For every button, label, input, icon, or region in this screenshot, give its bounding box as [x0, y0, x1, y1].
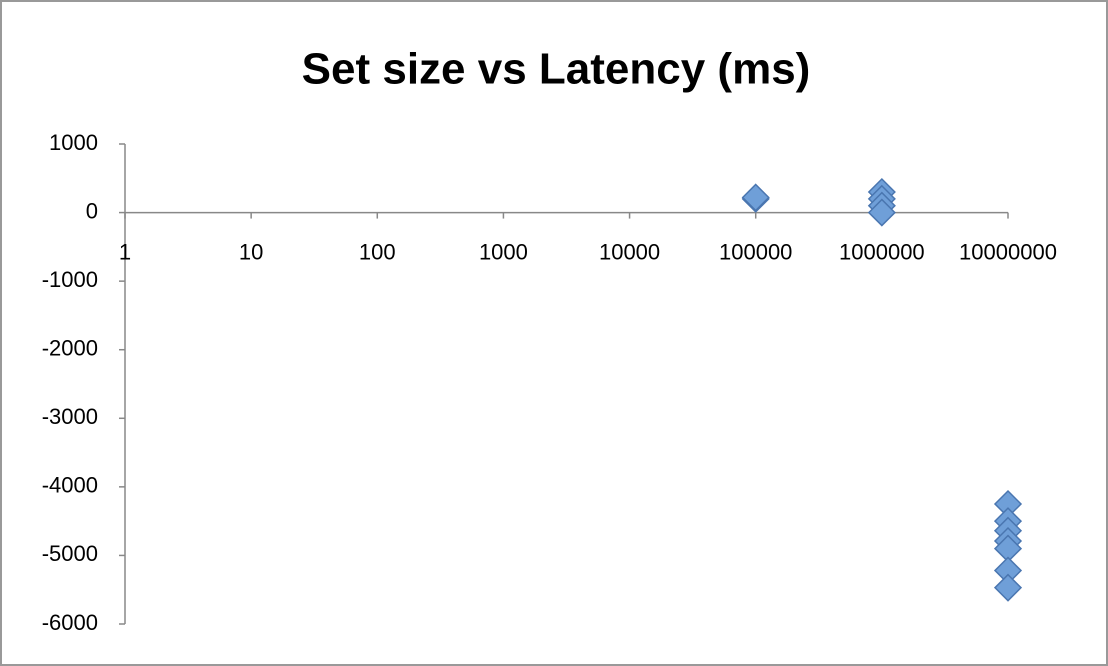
y-tick-label: -5000 — [42, 541, 98, 566]
x-tick-label: 1 — [119, 239, 131, 264]
y-tick-label: -6000 — [42, 610, 98, 635]
scatter-point — [741, 183, 770, 212]
scatter-point — [867, 198, 896, 227]
x-tick-label: 10 — [239, 239, 263, 264]
y-tick-label: -1000 — [42, 267, 98, 292]
x-tick-label: 100 — [359, 239, 396, 264]
y-tick-label: 1000 — [49, 130, 98, 155]
x-tick-label: 100000 — [719, 239, 792, 264]
x-tick-label: 1000 — [479, 239, 528, 264]
x-tick-label: 1000000 — [839, 239, 925, 264]
y-tick-label: -3000 — [42, 404, 98, 429]
y-tick-label: 0 — [86, 198, 98, 223]
x-tick-label: 10000000 — [959, 239, 1057, 264]
chart-title: Set size vs Latency (ms) — [302, 45, 811, 94]
x-tick-label: 10000 — [599, 239, 660, 264]
y-tick-label: -4000 — [42, 473, 98, 498]
scatter-point — [993, 573, 1023, 602]
y-tick-label: -2000 — [42, 336, 98, 361]
